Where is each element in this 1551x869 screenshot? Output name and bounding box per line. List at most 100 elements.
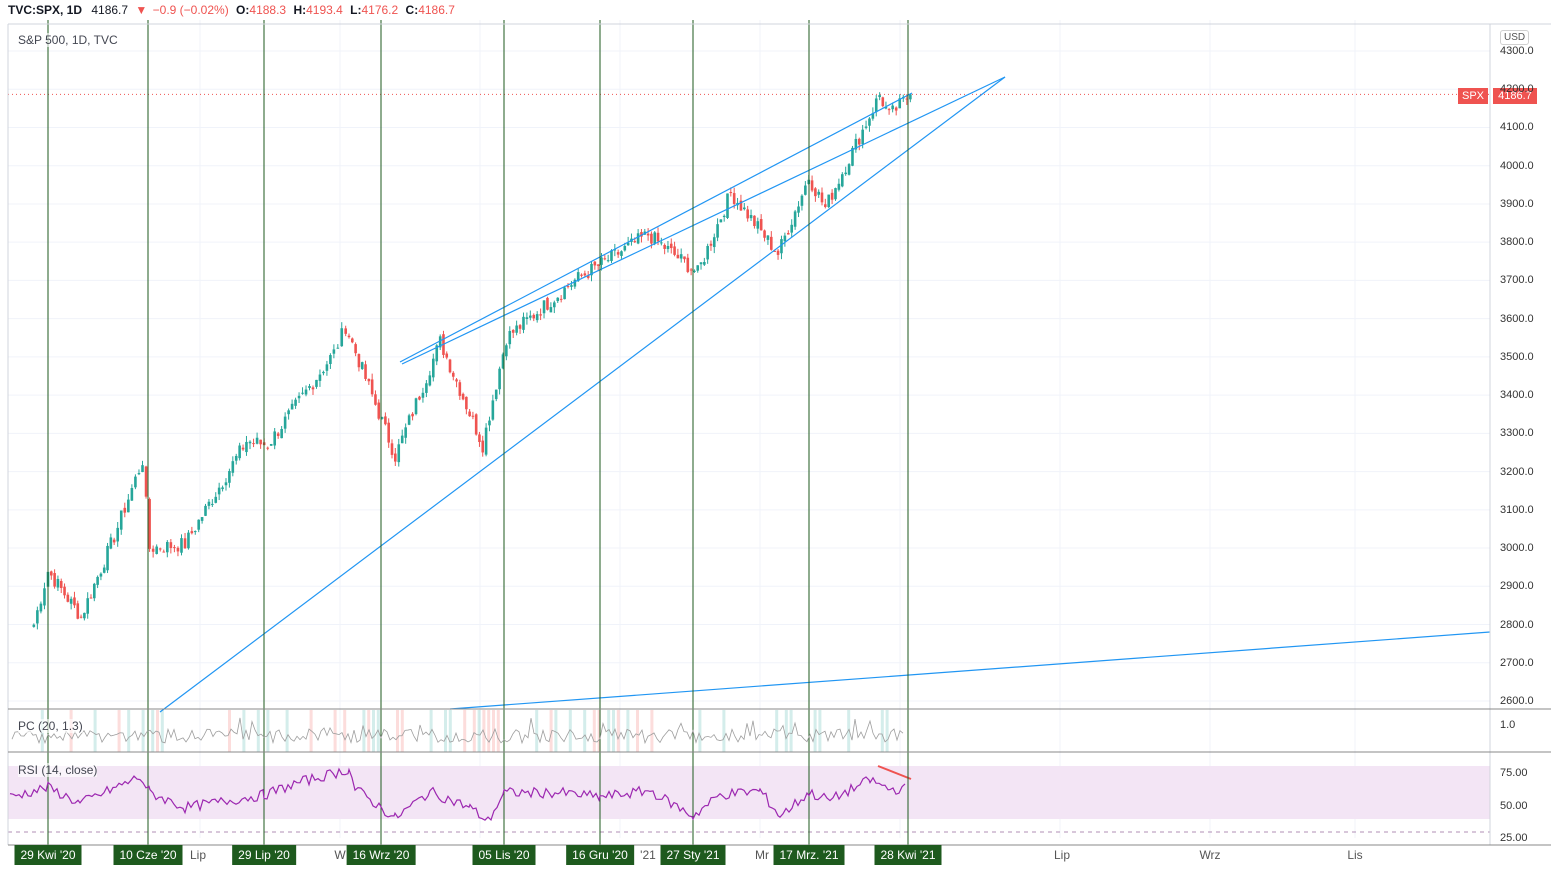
candle-body [646,233,650,236]
candle-body [610,250,613,261]
currency-label[interactable]: USD [1500,30,1530,45]
candle-body [830,192,834,200]
candle-body [549,307,553,313]
candle-body [39,603,43,612]
candle-body [301,392,304,394]
candle-body [106,545,109,571]
candle-body [318,374,322,381]
candle-body [780,239,783,254]
candle-body [563,287,566,300]
pc-bar [789,710,793,752]
candle-body [857,138,861,145]
last-price: 4186.7 [91,3,129,17]
candle-body [471,415,475,417]
candle-body [481,440,485,453]
time-axis-marker-label: 05 Lis '20 [472,845,536,865]
candle-body [719,219,723,223]
candle-body [871,113,875,119]
candle-body [73,597,76,606]
candle-body [255,437,259,444]
candle-body [759,219,763,231]
candle-body [824,204,827,207]
time-axis-tick: Lis [1347,848,1363,862]
candle-body [827,194,831,208]
pc-indicator-label[interactable]: PC (20, 1.3) [18,719,83,733]
high-label: H: [293,3,307,17]
candle-body [397,444,401,463]
candle-body [576,272,580,282]
price-axis-tick: 4000.0 [1500,159,1534,172]
candle-body [878,95,881,98]
candle-body [315,379,318,387]
candle-body [505,345,508,357]
candle-body [726,193,729,218]
candle-body [633,241,637,243]
symbol-label[interactable]: TVC:SPX, 1D [8,3,83,17]
candle-body [666,245,670,250]
candle-body [653,232,657,244]
price-axis-tick: 3900.0 [1500,197,1534,210]
candle-body [600,257,603,265]
candle-body [573,279,577,287]
price-axis-tick: 3600.0 [1500,312,1534,325]
candle-body [793,211,797,227]
candle-body [162,551,166,553]
candle-body [141,465,144,473]
candle-body [542,300,546,314]
candle-body [749,215,753,219]
candle-body [428,375,432,386]
candle-body [357,354,361,368]
candle-body [269,444,273,446]
candle-body [790,224,794,233]
candle-body [722,215,726,218]
candle-body [868,118,871,126]
high-value: 4193.4 [306,3,343,17]
price-axis-tick: 3400.0 [1500,389,1534,402]
pc-bar [885,710,889,752]
pc-bar [400,710,404,752]
price-axis-tick: 2700.0 [1500,656,1534,669]
candle-body [566,286,570,288]
candle-body [228,471,231,483]
candle-body [580,274,583,276]
candle-body [766,235,770,240]
candle-body [336,347,340,349]
candle-body [50,571,53,576]
pc-bar [141,710,145,752]
candle-body [716,224,719,238]
trendline [399,92,913,363]
candle-body [606,260,610,262]
candle-body [756,221,760,229]
candle-body [367,378,371,382]
price-axis-tick: 3300.0 [1500,427,1534,440]
last-price-badge: 4186.7 [1493,88,1537,104]
candle-body [455,379,458,382]
candle-body [854,138,858,150]
candle-body [743,207,746,210]
rsi-line [9,767,906,821]
candle-body [83,612,86,619]
candle-body [522,316,525,330]
candle-body [478,434,481,443]
candle-body [297,395,301,399]
candles [32,92,912,630]
pc-bar [242,710,246,752]
candle-body [273,431,276,446]
candle-body [287,410,290,415]
price-axis-tick: 3800.0 [1500,236,1534,249]
candle-body [851,147,854,166]
candle-body [532,314,536,319]
pc-bar [477,710,481,752]
candle-body [276,433,280,436]
candle-body [311,387,315,390]
candle-body [909,94,912,100]
rsi-axis-tick: 25.00 [1500,832,1528,844]
rsi-indicator-label[interactable]: RSI (14, close) [18,763,98,777]
candle-body [817,191,820,195]
price-axis-tick: 4200.0 [1500,83,1534,96]
candle-body [351,338,354,343]
candle-body [166,541,169,553]
price-axis-tick: 4300.0 [1500,45,1534,57]
price-chart[interactable] [0,20,1551,869]
candle-body [93,583,96,599]
